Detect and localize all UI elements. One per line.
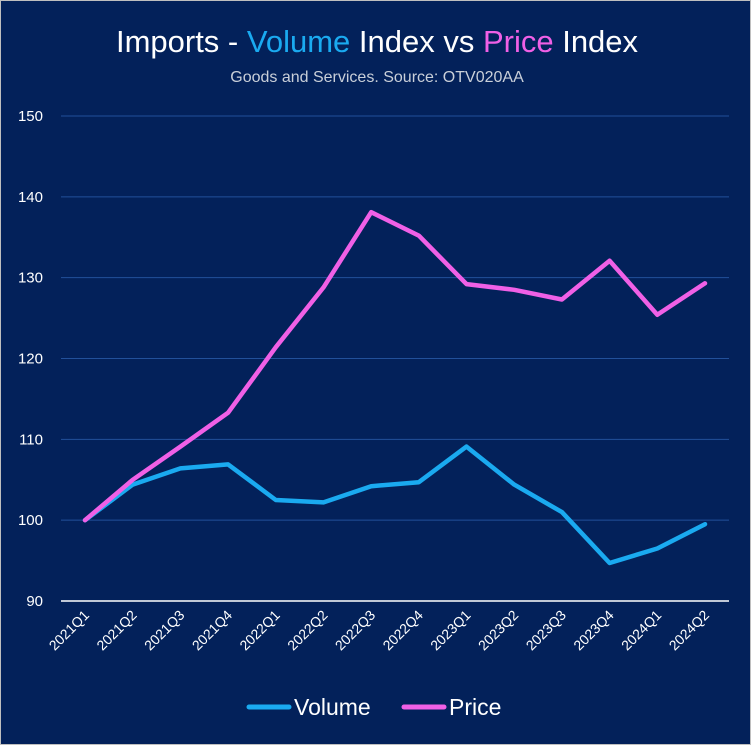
x-tick-label: 2023Q4 (570, 607, 617, 654)
x-tick-label: 2021Q2 (93, 607, 140, 654)
title-part-1: Volume (247, 24, 350, 59)
x-tick-label: 2024Q2 (666, 607, 713, 654)
y-tick-label: 110 (19, 431, 43, 448)
chart-title: Imports - Volume Index vs Price Index (116, 24, 639, 59)
x-tick-label: 2023Q3 (522, 607, 569, 654)
x-tick-label: 2021Q3 (141, 607, 188, 654)
x-tick-label: 2023Q1 (427, 607, 474, 654)
x-tick-label: 2022Q1 (236, 607, 283, 654)
title-part-3: Price (483, 24, 554, 59)
title-part-2: Index vs (350, 24, 483, 59)
y-tick-label: 150 (18, 108, 43, 125)
x-tick-label: 2024Q1 (618, 607, 665, 654)
x-tick-label: 2021Q1 (46, 607, 93, 654)
y-tick-label: 130 (18, 270, 43, 287)
legend: Volume Price (246, 694, 501, 720)
x-tick-label: 2021Q4 (189, 607, 236, 654)
x-tick-label: 2023Q2 (475, 607, 522, 654)
y-tick-label: 120 (18, 351, 43, 368)
series-line-volume (82, 444, 708, 566)
x-tick-label: 2022Q4 (379, 607, 426, 654)
x-tick-label: 2022Q3 (332, 607, 379, 654)
series-lines (82, 209, 708, 566)
title-part-0: Imports - (116, 24, 247, 59)
y-tick-label: 140 (18, 189, 43, 206)
x-tick-label: 2022Q2 (284, 607, 331, 654)
x-axis-tick-labels: 2021Q1 2021Q2 2021Q3 2021Q4 2022Q1 2022Q2 2022… (46, 607, 713, 654)
y-tick-label: 100 (18, 512, 43, 529)
legend-label-volume: Volume (294, 694, 371, 720)
chart-subtitle: Goods and Services. Source: OTV020AA (230, 69, 524, 86)
y-tick-label: 90 (26, 593, 43, 610)
gridlines (61, 115, 729, 602)
title-part-4: Index (554, 24, 639, 59)
series-line-price (82, 209, 708, 523)
y-axis-tick-labels: 90 100 110 120 130 140 150 (18, 108, 43, 610)
legend-label-price: Price (449, 694, 501, 720)
